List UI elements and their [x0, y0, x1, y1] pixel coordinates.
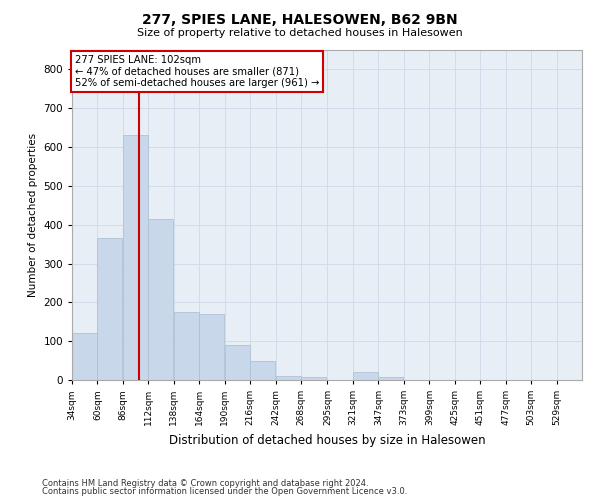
- Text: Size of property relative to detached houses in Halesowen: Size of property relative to detached ho…: [137, 28, 463, 38]
- X-axis label: Distribution of detached houses by size in Halesowen: Distribution of detached houses by size …: [169, 434, 485, 446]
- Bar: [379, 377, 403, 380]
- Y-axis label: Number of detached properties: Number of detached properties: [28, 133, 38, 297]
- Bar: [72, 334, 97, 380]
- Text: Contains HM Land Registry data © Crown copyright and database right 2024.: Contains HM Land Registry data © Crown c…: [42, 478, 368, 488]
- Bar: [353, 372, 378, 380]
- Bar: [275, 376, 301, 380]
- Bar: [174, 312, 199, 380]
- Bar: [199, 314, 224, 380]
- Bar: [250, 360, 275, 380]
- Bar: [148, 219, 173, 380]
- Text: 277 SPIES LANE: 102sqm
← 47% of detached houses are smaller (871)
52% of semi-de: 277 SPIES LANE: 102sqm ← 47% of detached…: [74, 55, 319, 88]
- Bar: [97, 238, 122, 380]
- Bar: [301, 378, 326, 380]
- Text: Contains public sector information licensed under the Open Government Licence v3: Contains public sector information licen…: [42, 487, 407, 496]
- Text: 277, SPIES LANE, HALESOWEN, B62 9BN: 277, SPIES LANE, HALESOWEN, B62 9BN: [142, 12, 458, 26]
- Bar: [225, 345, 250, 380]
- Bar: [123, 136, 148, 380]
